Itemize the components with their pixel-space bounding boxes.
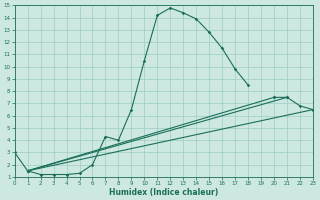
X-axis label: Humidex (Indice chaleur): Humidex (Indice chaleur) [109,188,219,197]
